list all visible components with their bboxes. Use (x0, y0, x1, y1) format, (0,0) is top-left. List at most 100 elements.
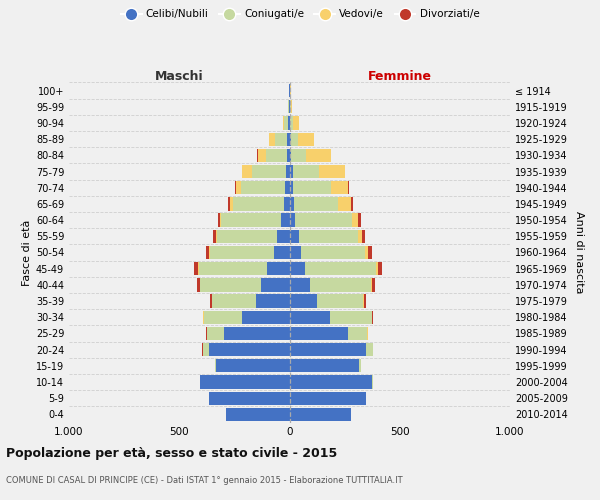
Bar (290, 198, 294, 210)
Bar (290, 262, 305, 276)
Bar (362, 230, 365, 243)
Bar (257, 148, 266, 162)
Bar (286, 165, 290, 178)
Bar (242, 310, 290, 324)
Text: Popolazione per età, sesso e stato civile - 2015: Popolazione per età, sesso e stato civil… (6, 448, 337, 460)
Bar (209, 246, 210, 259)
Bar (295, 214, 352, 227)
Bar (365, 246, 368, 259)
Y-axis label: Anni di nascita: Anni di nascita (574, 211, 584, 294)
Bar (289, 116, 290, 130)
Bar (319, 165, 344, 178)
Bar (283, 116, 284, 130)
Bar (203, 310, 242, 324)
Bar (230, 198, 233, 210)
Bar (290, 294, 317, 308)
Bar (293, 116, 299, 130)
Bar (290, 148, 291, 162)
Bar (310, 278, 371, 291)
Bar (274, 246, 290, 259)
Bar (212, 294, 256, 308)
Bar (235, 181, 236, 194)
Bar (233, 198, 284, 210)
Bar (241, 181, 284, 194)
Bar (359, 359, 361, 372)
Bar (372, 310, 373, 324)
Bar (284, 116, 289, 130)
Bar (220, 214, 221, 227)
Bar (317, 294, 364, 308)
Bar (236, 181, 241, 194)
Bar (290, 310, 330, 324)
Bar (348, 327, 367, 340)
Bar (200, 376, 290, 388)
Text: COMUNE DI CASAL DI PRINCIPE (CE) - Dati ISTAT 1° gennaio 2015 - Elaborazione TUT: COMUNE DI CASAL DI PRINCIPE (CE) - Dati … (6, 476, 403, 485)
Bar (290, 408, 351, 421)
Bar (352, 214, 358, 227)
Bar (338, 198, 351, 210)
Bar (215, 230, 217, 243)
Bar (203, 343, 209, 356)
Bar (197, 278, 200, 291)
Bar (290, 100, 292, 114)
Bar (331, 181, 348, 194)
Bar (290, 230, 299, 243)
Bar (294, 198, 338, 210)
Bar (372, 278, 375, 291)
Bar (290, 116, 293, 130)
Bar (277, 230, 290, 243)
Bar (287, 132, 290, 146)
Bar (284, 198, 290, 210)
Bar (200, 278, 261, 291)
Bar (290, 132, 291, 146)
Bar (209, 392, 290, 405)
Bar (209, 343, 290, 356)
Bar (253, 165, 286, 178)
Bar (217, 230, 277, 243)
Bar (287, 148, 290, 162)
Bar (210, 294, 212, 308)
Bar (306, 148, 331, 162)
Bar (368, 246, 373, 259)
Bar (228, 198, 230, 210)
Bar (215, 359, 290, 372)
Bar (226, 408, 290, 421)
Bar (330, 310, 372, 324)
Bar (358, 214, 361, 227)
Legend: Celibi/Nubili, Coniugati/e, Vedovi/e, Divorziati/e: Celibi/Nubili, Coniugati/e, Vedovi/e, Di… (116, 5, 484, 24)
Bar (266, 148, 287, 162)
Bar (301, 246, 365, 259)
Bar (290, 165, 293, 178)
Bar (348, 181, 349, 194)
Bar (305, 262, 376, 276)
Bar (256, 294, 290, 308)
Bar (290, 214, 295, 227)
Bar (291, 132, 298, 146)
Bar (290, 359, 359, 372)
Text: Femmine: Femmine (368, 70, 432, 82)
Bar (376, 262, 378, 276)
Bar (269, 132, 275, 146)
Bar (281, 214, 290, 227)
Bar (268, 262, 290, 276)
Bar (299, 230, 358, 243)
Bar (206, 246, 209, 259)
Bar (199, 262, 268, 276)
Bar (291, 148, 306, 162)
Bar (221, 214, 281, 227)
Bar (224, 327, 290, 340)
Bar (358, 230, 362, 243)
Bar (290, 246, 301, 259)
Bar (378, 262, 382, 276)
Bar (194, 262, 199, 276)
Bar (290, 376, 372, 388)
Bar (210, 246, 274, 259)
Bar (298, 132, 314, 146)
Bar (290, 278, 310, 291)
Bar (351, 198, 353, 210)
Bar (290, 327, 348, 340)
Y-axis label: Fasce di età: Fasce di età (22, 220, 32, 286)
Bar (290, 343, 365, 356)
Bar (290, 392, 365, 405)
Bar (284, 181, 290, 194)
